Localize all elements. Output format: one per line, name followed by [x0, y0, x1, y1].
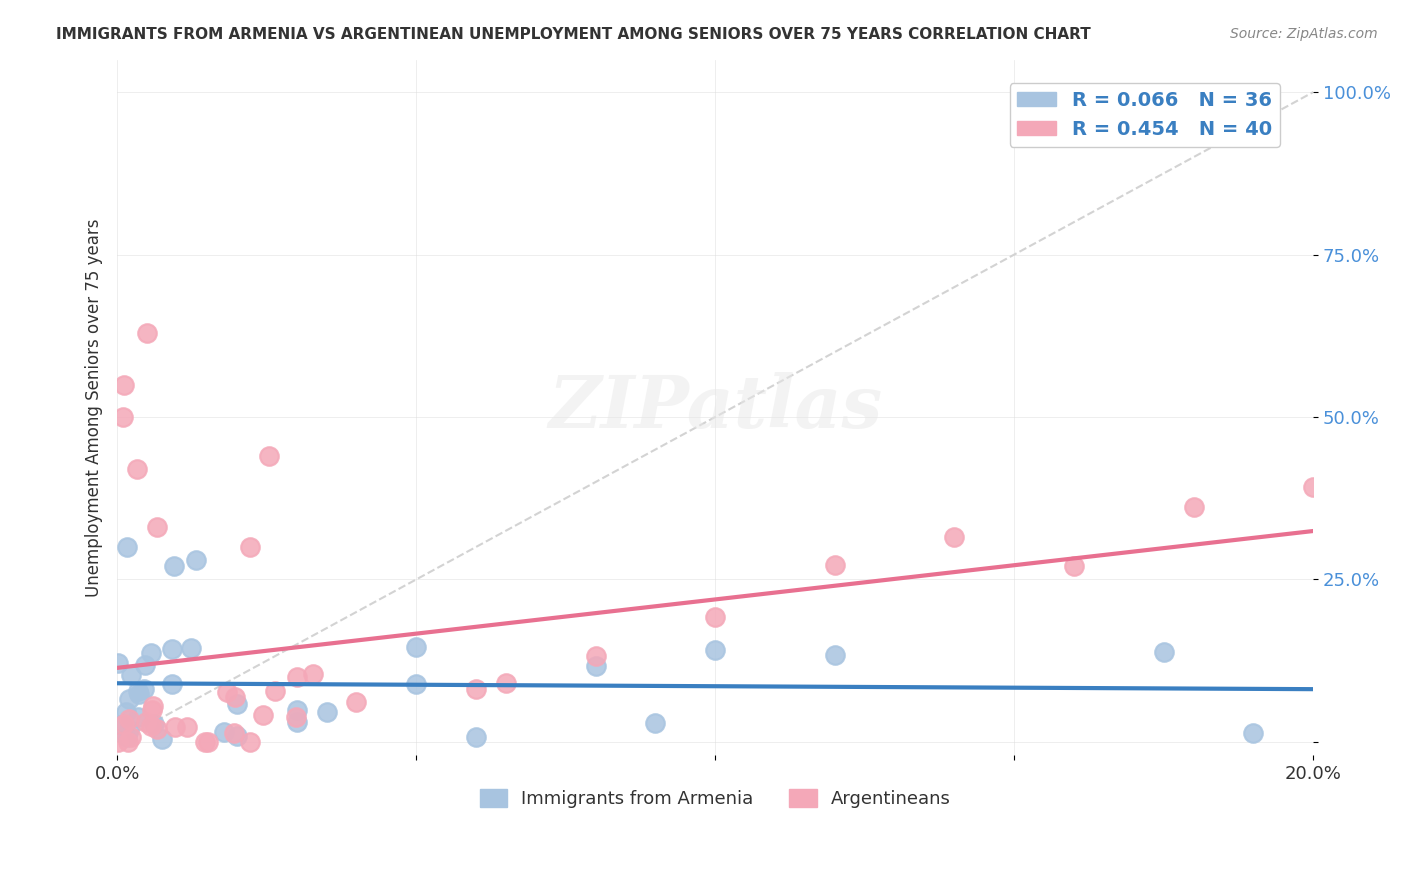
Point: [704, 609, 727, 624]
Point: [465, 682, 488, 697]
Point: [134, 681, 156, 696]
Point: [115, 705, 138, 719]
Point: [197, 735, 219, 749]
Point: [252, 708, 274, 723]
Point: [117, 731, 139, 745]
Point: [117, 540, 139, 554]
Point: [264, 683, 287, 698]
Point: [824, 648, 846, 662]
Point: [139, 646, 162, 660]
Point: [127, 709, 149, 723]
Point: [239, 735, 262, 749]
Point: [212, 725, 235, 739]
Point: [224, 725, 246, 739]
Point: [128, 687, 150, 701]
Point: [107, 656, 129, 670]
Y-axis label: Unemployment Among Seniors over 75 years: Unemployment Among Seniors over 75 years: [86, 218, 103, 597]
Point: [150, 731, 173, 746]
Point: [285, 715, 308, 730]
Point: [141, 703, 163, 717]
Legend: Immigrants from Armenia, Argentineans: Immigrants from Armenia, Argentineans: [472, 781, 957, 815]
Point: [1243, 726, 1265, 740]
Point: [405, 676, 427, 690]
Point: [146, 520, 169, 534]
Point: [110, 718, 132, 732]
Point: [117, 735, 139, 749]
Point: [160, 642, 183, 657]
Point: [1302, 480, 1324, 494]
Point: [180, 640, 202, 655]
Point: [285, 703, 308, 717]
Point: [315, 705, 337, 719]
Point: [495, 676, 517, 690]
Point: [465, 731, 488, 745]
Point: [224, 690, 246, 704]
Point: [824, 558, 846, 573]
Point: [160, 677, 183, 691]
Point: [127, 684, 149, 698]
Point: [344, 695, 367, 709]
Point: [112, 716, 135, 731]
Point: [943, 529, 966, 543]
Point: [194, 735, 217, 749]
Point: [125, 462, 148, 476]
Point: [117, 713, 139, 727]
Point: [225, 697, 247, 711]
Point: [142, 699, 165, 714]
Point: [135, 714, 157, 729]
Point: [257, 449, 280, 463]
Point: [121, 668, 143, 682]
Point: [112, 409, 135, 424]
Point: [142, 717, 165, 731]
Point: [118, 692, 141, 706]
Text: Source: ZipAtlas.com: Source: ZipAtlas.com: [1230, 27, 1378, 41]
Text: ZIPatlas: ZIPatlas: [548, 372, 883, 442]
Point: [112, 377, 135, 392]
Point: [1153, 645, 1175, 659]
Point: [405, 640, 427, 655]
Point: [238, 540, 260, 554]
Text: IMMIGRANTS FROM ARMENIA VS ARGENTINEAN UNEMPLOYMENT AMONG SENIORS OVER 75 YEARS : IMMIGRANTS FROM ARMENIA VS ARGENTINEAN U…: [56, 27, 1091, 42]
Point: [704, 643, 727, 657]
Point: [139, 719, 162, 733]
Point: [184, 553, 207, 567]
Point: [226, 729, 249, 743]
Point: [285, 670, 308, 684]
Point: [302, 666, 325, 681]
Point: [217, 684, 239, 698]
Point: [585, 659, 607, 673]
Point: [118, 723, 141, 737]
Point: [1182, 500, 1205, 515]
Point: [644, 715, 666, 730]
Point: [1063, 559, 1085, 574]
Point: [120, 731, 142, 745]
Point: [107, 735, 129, 749]
Point: [176, 720, 198, 734]
Point: [585, 648, 607, 663]
Point: [163, 559, 186, 574]
Point: [134, 658, 156, 673]
Point: [135, 326, 157, 340]
Point: [146, 723, 169, 737]
Point: [284, 710, 307, 724]
Point: [163, 720, 186, 734]
